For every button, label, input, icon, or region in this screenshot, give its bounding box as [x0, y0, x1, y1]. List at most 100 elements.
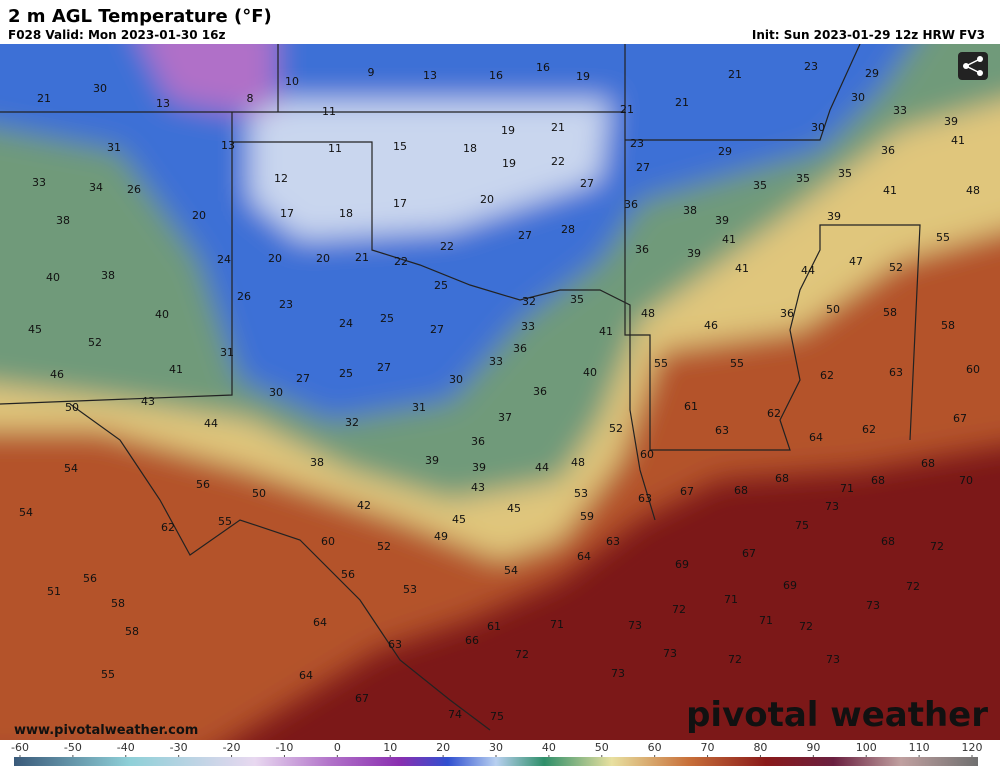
temperature-label: 18 — [339, 207, 353, 220]
temperature-label: 44 — [535, 461, 549, 474]
temperature-label: 41 — [599, 325, 613, 338]
share-button[interactable] — [958, 52, 988, 80]
valid-time: F028 Valid: Mon 2023-01-30 16z — [8, 28, 225, 42]
temperature-label: 23 — [630, 137, 644, 150]
temperature-label: 62 — [862, 423, 876, 436]
temperature-label: 38 — [56, 214, 70, 227]
temperature-label: 29 — [865, 67, 879, 80]
temperature-label: 33 — [893, 104, 907, 117]
temperature-label: 40 — [155, 308, 169, 321]
temperature-label: 72 — [672, 603, 686, 616]
temperature-label: 13 — [221, 139, 235, 152]
temperature-label: 72 — [728, 653, 742, 666]
temperature-label: 19 — [501, 124, 515, 137]
temperature-label: 64 — [809, 431, 823, 444]
temperature-label: 34 — [89, 181, 103, 194]
temperature-label: 41 — [735, 262, 749, 275]
init-time: Init: Sun 2023-01-29 12z HRW FV3 — [752, 28, 985, 42]
temperature-label: 60 — [321, 535, 335, 548]
temperature-label: 48 — [641, 307, 655, 320]
temperature-label: 8 — [247, 92, 254, 105]
temperature-label: 31 — [220, 346, 234, 359]
temperature-label: 16 — [536, 61, 550, 74]
colorbar-tick-label: -50 — [64, 741, 82, 754]
temperature-label: 68 — [881, 535, 895, 548]
temperature-label: 50 — [252, 487, 266, 500]
temperature-label: 38 — [101, 269, 115, 282]
temperature-label: 52 — [609, 422, 623, 435]
temperature-label: 72 — [515, 648, 529, 661]
temperature-label: 71 — [550, 618, 564, 631]
temperature-label: 33 — [521, 320, 535, 333]
temperature-label: 75 — [795, 519, 809, 532]
temperature-label: 51 — [47, 585, 61, 598]
temperature-label: 66 — [465, 634, 479, 647]
website: www.pivotalweather.com — [14, 723, 198, 738]
temperature-label: 30 — [269, 386, 283, 399]
temperature-label: 27 — [580, 177, 594, 190]
colorbar-tick-label: 100 — [856, 741, 877, 754]
colorbar-tick-label: 110 — [909, 741, 930, 754]
temperature-label: 56 — [341, 568, 355, 581]
colorbar-tick-label: -40 — [117, 741, 135, 754]
colorbar-tick-label: 30 — [489, 741, 503, 754]
temperature-label: 68 — [921, 457, 935, 470]
temperature-label: 24 — [339, 317, 353, 330]
temperature-label: 23 — [279, 298, 293, 311]
temperature-label: 26 — [127, 183, 141, 196]
temperature-label: 59 — [580, 510, 594, 523]
temperature-label: 22 — [394, 255, 408, 268]
temperature-label: 40 — [583, 366, 597, 379]
temperature-label: 55 — [730, 357, 744, 370]
temperature-label: 10 — [285, 75, 299, 88]
temperature-label: 72 — [799, 620, 813, 633]
temperature-label: 43 — [471, 481, 485, 494]
temperature-label: 54 — [64, 462, 78, 475]
temperature-label: 39 — [425, 454, 439, 467]
temperature-label: 72 — [930, 540, 944, 553]
temperature-label: 55 — [101, 668, 115, 681]
colorbar-tick-label: -30 — [170, 741, 188, 754]
temperature-label: 70 — [959, 474, 973, 487]
temperature-label: 18 — [463, 142, 477, 155]
temperature-label: 30 — [851, 91, 865, 104]
temperature-label: 45 — [452, 513, 466, 526]
temperature-label: 46 — [50, 368, 64, 381]
temperature-label: 41 — [169, 363, 183, 376]
temperature-label: 32 — [345, 416, 359, 429]
temperature-label: 60 — [640, 448, 654, 461]
temperature-label: 67 — [953, 412, 967, 425]
temperature-label: 11 — [322, 105, 336, 118]
temperature-label: 36 — [471, 435, 485, 448]
colorbar-tick-label: 80 — [753, 741, 767, 754]
temperature-label: 36 — [780, 307, 794, 320]
temperature-label: 38 — [683, 204, 697, 217]
temperature-label: 64 — [577, 550, 591, 563]
temperature-label: 67 — [355, 692, 369, 705]
temperature-label: 30 — [93, 82, 107, 95]
temperature-label: 36 — [881, 144, 895, 157]
temperature-label: 17 — [280, 207, 294, 220]
temperature-label: 29 — [718, 145, 732, 158]
temperature-label: 48 — [966, 184, 980, 197]
temperature-label: 17 — [393, 197, 407, 210]
temperature-label: 55 — [654, 357, 668, 370]
temperature-label: 55 — [218, 515, 232, 528]
temperature-label: 27 — [296, 372, 310, 385]
temperature-label: 44 — [204, 417, 218, 430]
temperature-label: 74 — [448, 708, 462, 721]
temperature-label: 52 — [889, 261, 903, 274]
colorbar-tick-label: -60 — [11, 741, 29, 754]
temperature-label: 33 — [489, 355, 503, 368]
temperature-label: 41 — [722, 233, 736, 246]
temperature-label: 67 — [680, 485, 694, 498]
temperature-label: 31 — [412, 401, 426, 414]
temperature-label: 54 — [19, 506, 33, 519]
temperature-label: 36 — [513, 342, 527, 355]
state-borders — [0, 44, 921, 731]
colorbar-tick-label: 50 — [595, 741, 609, 754]
temperature-label: 21 — [37, 92, 51, 105]
temperature-label: 30 — [449, 373, 463, 386]
